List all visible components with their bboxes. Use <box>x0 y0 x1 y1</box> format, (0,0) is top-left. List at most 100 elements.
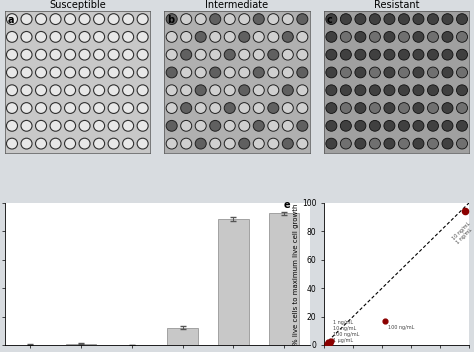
Circle shape <box>93 31 105 42</box>
Circle shape <box>36 14 46 25</box>
Circle shape <box>21 49 32 60</box>
Point <box>461 208 469 214</box>
Circle shape <box>355 103 366 113</box>
Circle shape <box>456 31 467 42</box>
Circle shape <box>21 14 32 25</box>
Text: e: e <box>283 200 290 210</box>
Circle shape <box>79 31 90 42</box>
Circle shape <box>36 49 46 60</box>
Circle shape <box>123 103 134 113</box>
Circle shape <box>384 67 395 78</box>
Circle shape <box>369 14 381 25</box>
Circle shape <box>210 85 221 96</box>
Circle shape <box>137 138 148 149</box>
Circle shape <box>224 120 235 131</box>
Circle shape <box>428 103 438 113</box>
Circle shape <box>166 67 177 78</box>
Circle shape <box>50 85 61 96</box>
Circle shape <box>283 120 293 131</box>
Circle shape <box>239 14 250 25</box>
Circle shape <box>369 31 381 42</box>
Circle shape <box>79 85 90 96</box>
Circle shape <box>384 85 395 96</box>
Circle shape <box>123 85 134 96</box>
Circle shape <box>413 85 424 96</box>
Circle shape <box>399 67 410 78</box>
Circle shape <box>369 85 381 96</box>
Circle shape <box>79 49 90 60</box>
Circle shape <box>137 103 148 113</box>
Circle shape <box>123 67 134 78</box>
Circle shape <box>253 120 264 131</box>
Circle shape <box>224 85 235 96</box>
Circle shape <box>123 14 134 25</box>
Circle shape <box>442 85 453 96</box>
Bar <box>167 328 198 345</box>
Circle shape <box>428 120 438 131</box>
Circle shape <box>195 85 206 96</box>
Circle shape <box>399 31 410 42</box>
Circle shape <box>7 67 18 78</box>
Circle shape <box>93 14 105 25</box>
Circle shape <box>283 67 293 78</box>
Circle shape <box>239 85 250 96</box>
Circle shape <box>399 120 410 131</box>
Circle shape <box>355 67 366 78</box>
Circle shape <box>326 67 337 78</box>
Circle shape <box>340 85 351 96</box>
Circle shape <box>64 14 75 25</box>
Circle shape <box>195 14 206 25</box>
Circle shape <box>239 138 250 149</box>
Circle shape <box>36 138 46 149</box>
Circle shape <box>21 120 32 131</box>
Circle shape <box>36 31 46 42</box>
Circle shape <box>428 67 438 78</box>
Circle shape <box>210 49 221 60</box>
Circle shape <box>7 49 18 60</box>
Title: Resistant: Resistant <box>374 0 419 10</box>
Circle shape <box>181 103 191 113</box>
Circle shape <box>166 103 177 113</box>
Circle shape <box>413 120 424 131</box>
Text: 100 ng/mL: 100 ng/mL <box>388 325 414 330</box>
Circle shape <box>36 85 46 96</box>
Circle shape <box>7 31 18 42</box>
Circle shape <box>283 14 293 25</box>
Circle shape <box>326 49 337 60</box>
Circle shape <box>413 103 424 113</box>
Circle shape <box>79 120 90 131</box>
Circle shape <box>50 103 61 113</box>
Circle shape <box>181 85 191 96</box>
Circle shape <box>210 31 221 42</box>
Circle shape <box>326 103 337 113</box>
Circle shape <box>7 120 18 131</box>
Y-axis label: % live cells to maximum live cell growth: % live cells to maximum live cell growth <box>293 203 299 345</box>
Circle shape <box>108 31 119 42</box>
Circle shape <box>456 138 467 149</box>
Circle shape <box>297 14 308 25</box>
Circle shape <box>297 120 308 131</box>
Circle shape <box>268 14 279 25</box>
Circle shape <box>456 120 467 131</box>
Circle shape <box>253 31 264 42</box>
Circle shape <box>93 103 105 113</box>
Circle shape <box>195 49 206 60</box>
Circle shape <box>355 85 366 96</box>
Circle shape <box>456 85 467 96</box>
Circle shape <box>181 31 191 42</box>
Circle shape <box>21 31 32 42</box>
Circle shape <box>224 103 235 113</box>
Circle shape <box>297 85 308 96</box>
Circle shape <box>224 14 235 25</box>
Circle shape <box>297 138 308 149</box>
Circle shape <box>166 85 177 96</box>
Circle shape <box>137 120 148 131</box>
Circle shape <box>384 31 395 42</box>
Circle shape <box>428 14 438 25</box>
Circle shape <box>224 67 235 78</box>
Circle shape <box>428 49 438 60</box>
Circle shape <box>166 120 177 131</box>
Circle shape <box>64 85 75 96</box>
Circle shape <box>340 138 351 149</box>
Circle shape <box>253 103 264 113</box>
